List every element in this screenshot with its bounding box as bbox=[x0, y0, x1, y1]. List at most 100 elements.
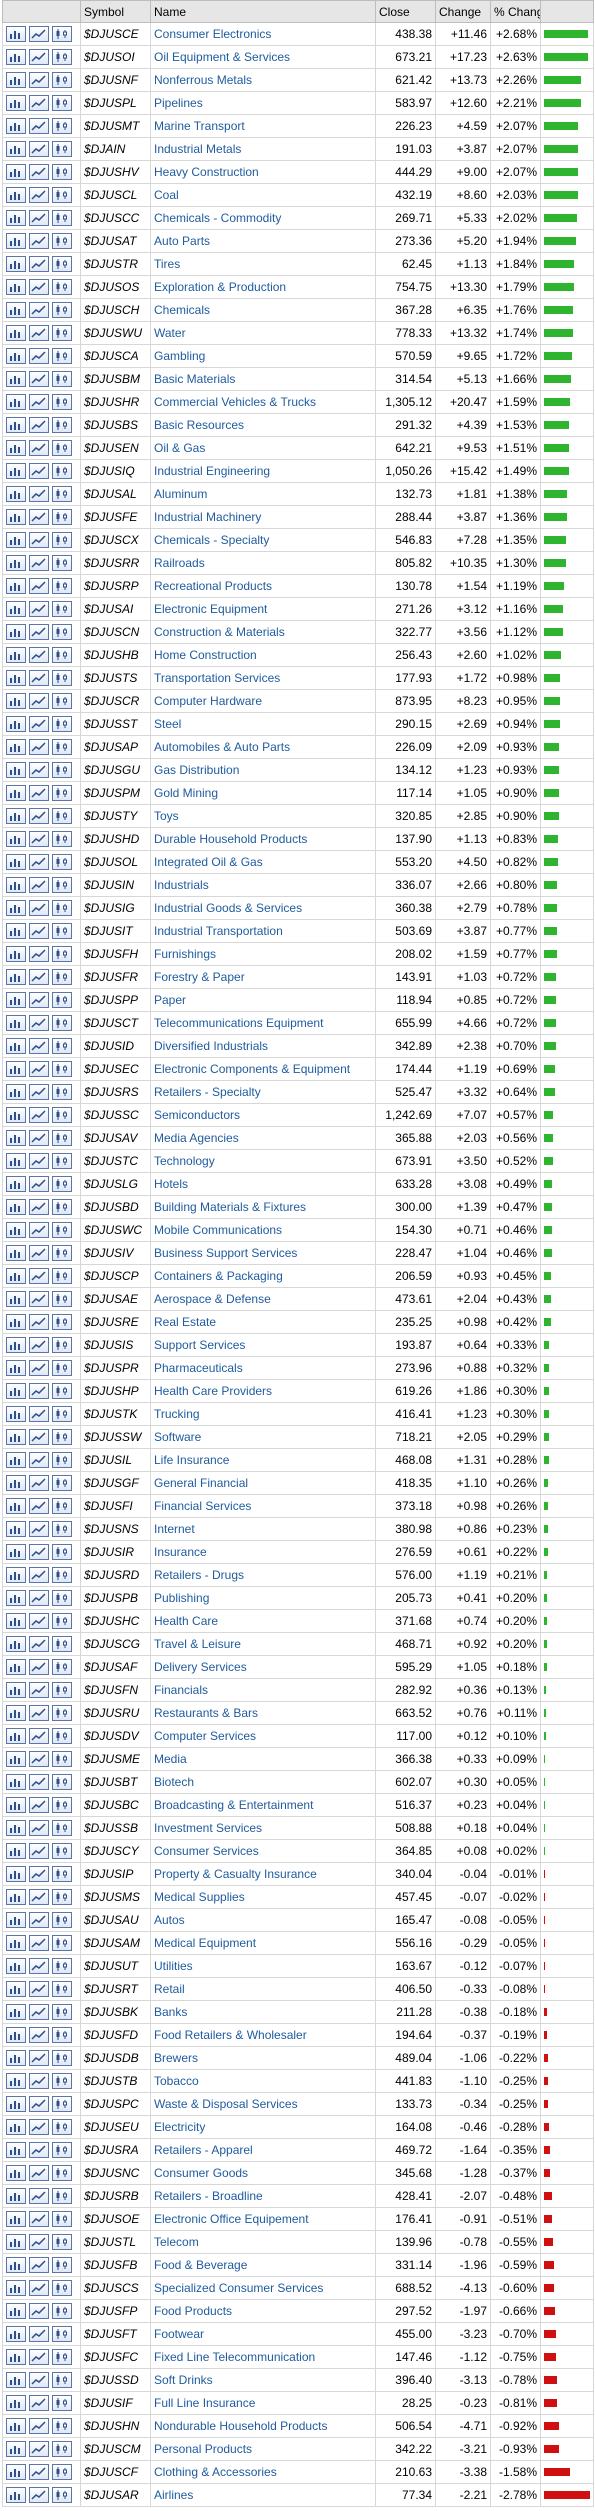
bar-chart-icon[interactable] bbox=[6, 141, 26, 157]
header-close[interactable]: Close bbox=[375, 0, 436, 23]
sector-name-link[interactable]: Building Materials & Fixtures bbox=[154, 1200, 307, 1214]
bar-chart-icon[interactable] bbox=[6, 486, 26, 502]
candlestick-chart-icon[interactable] bbox=[52, 578, 72, 594]
sector-name-link[interactable]: Autos bbox=[154, 1913, 185, 1927]
bar-chart-icon[interactable] bbox=[6, 716, 26, 732]
bar-chart-icon[interactable] bbox=[6, 578, 26, 594]
line-chart-icon[interactable] bbox=[29, 1682, 49, 1698]
sector-name-link[interactable]: Toys bbox=[154, 809, 179, 823]
candlestick-chart-icon[interactable] bbox=[52, 2165, 72, 2181]
sector-name-link[interactable]: Computer Services bbox=[154, 1729, 257, 1743]
bar-chart-icon[interactable] bbox=[6, 2004, 26, 2020]
line-chart-icon[interactable] bbox=[29, 601, 49, 617]
line-chart-icon[interactable] bbox=[29, 1199, 49, 1215]
line-chart-icon[interactable] bbox=[29, 325, 49, 341]
sector-name-link[interactable]: Forestry & Paper bbox=[154, 970, 245, 984]
bar-chart-icon[interactable] bbox=[6, 2050, 26, 2066]
line-chart-icon[interactable] bbox=[29, 670, 49, 686]
bar-chart-icon[interactable] bbox=[6, 2073, 26, 2089]
candlestick-chart-icon[interactable] bbox=[52, 1015, 72, 1031]
bar-chart-icon[interactable] bbox=[6, 1452, 26, 1468]
bar-chart-icon[interactable] bbox=[6, 1337, 26, 1353]
sector-name-link[interactable]: Footwear bbox=[154, 2327, 205, 2341]
candlestick-chart-icon[interactable] bbox=[52, 1751, 72, 1767]
bar-chart-icon[interactable] bbox=[6, 1889, 26, 1905]
candlestick-chart-icon[interactable] bbox=[52, 555, 72, 571]
line-chart-icon[interactable] bbox=[29, 256, 49, 272]
sector-name-link[interactable]: Paper bbox=[154, 993, 187, 1007]
line-chart-icon[interactable] bbox=[29, 1774, 49, 1790]
sector-name-link[interactable]: Airlines bbox=[154, 2488, 194, 2502]
candlestick-chart-icon[interactable] bbox=[52, 877, 72, 893]
candlestick-chart-icon[interactable] bbox=[52, 2303, 72, 2319]
bar-chart-icon[interactable] bbox=[6, 164, 26, 180]
line-chart-icon[interactable] bbox=[29, 992, 49, 1008]
candlestick-chart-icon[interactable] bbox=[52, 1153, 72, 1169]
bar-chart-icon[interactable] bbox=[6, 1245, 26, 1261]
sector-name-link[interactable]: Internet bbox=[154, 1522, 195, 1536]
candlestick-chart-icon[interactable] bbox=[52, 2464, 72, 2480]
candlestick-chart-icon[interactable] bbox=[52, 1084, 72, 1100]
bar-chart-icon[interactable] bbox=[6, 900, 26, 916]
line-chart-icon[interactable] bbox=[29, 72, 49, 88]
candlestick-chart-icon[interactable] bbox=[52, 1820, 72, 1836]
bar-chart-icon[interactable] bbox=[6, 1613, 26, 1629]
sector-name-link[interactable]: Delivery Services bbox=[154, 1660, 247, 1674]
bar-chart-icon[interactable] bbox=[6, 1797, 26, 1813]
sector-name-link[interactable]: Chemicals - Specialty bbox=[154, 533, 270, 547]
sector-name-link[interactable]: Nondurable Household Products bbox=[154, 2419, 328, 2433]
line-chart-icon[interactable] bbox=[29, 2142, 49, 2158]
sector-name-link[interactable]: Retailers - Drugs bbox=[154, 1568, 245, 1582]
sector-name-link[interactable]: Electronic Components & Equipment bbox=[154, 1062, 351, 1076]
line-chart-icon[interactable] bbox=[29, 716, 49, 732]
candlestick-chart-icon[interactable] bbox=[52, 1682, 72, 1698]
bar-chart-icon[interactable] bbox=[6, 624, 26, 640]
candlestick-chart-icon[interactable] bbox=[52, 532, 72, 548]
line-chart-icon[interactable] bbox=[29, 2418, 49, 2434]
line-chart-icon[interactable] bbox=[29, 1245, 49, 1261]
bar-chart-icon[interactable] bbox=[6, 1015, 26, 1031]
sector-name-link[interactable]: Consumer Services bbox=[154, 1844, 259, 1858]
sector-name-link[interactable]: Consumer Electronics bbox=[154, 27, 272, 41]
sector-name-link[interactable]: Basic Resources bbox=[154, 418, 245, 432]
candlestick-chart-icon[interactable] bbox=[52, 1383, 72, 1399]
line-chart-icon[interactable] bbox=[29, 486, 49, 502]
candlestick-chart-icon[interactable] bbox=[52, 509, 72, 525]
line-chart-icon[interactable] bbox=[29, 1406, 49, 1422]
line-chart-icon[interactable] bbox=[29, 2349, 49, 2365]
line-chart-icon[interactable] bbox=[29, 49, 49, 65]
candlestick-chart-icon[interactable] bbox=[52, 900, 72, 916]
line-chart-icon[interactable] bbox=[29, 95, 49, 111]
bar-chart-icon[interactable] bbox=[6, 670, 26, 686]
candlestick-chart-icon[interactable] bbox=[52, 2349, 72, 2365]
candlestick-chart-icon[interactable] bbox=[52, 210, 72, 226]
candlestick-chart-icon[interactable] bbox=[52, 762, 72, 778]
sector-name-link[interactable]: Medical Equipment bbox=[154, 1936, 257, 1950]
candlestick-chart-icon[interactable] bbox=[52, 2188, 72, 2204]
line-chart-icon[interactable] bbox=[29, 1314, 49, 1330]
sector-name-link[interactable]: Trucking bbox=[154, 1407, 200, 1421]
sector-name-link[interactable]: Real Estate bbox=[154, 1315, 217, 1329]
bar-chart-icon[interactable] bbox=[6, 187, 26, 203]
sector-name-link[interactable]: Business Support Services bbox=[154, 1246, 298, 1260]
sector-name-link[interactable]: Electronic Office Equipement bbox=[154, 2212, 309, 2226]
line-chart-icon[interactable] bbox=[29, 1475, 49, 1491]
line-chart-icon[interactable] bbox=[29, 2280, 49, 2296]
bar-chart-icon[interactable] bbox=[6, 26, 26, 42]
sector-name-link[interactable]: Marine Transport bbox=[154, 119, 245, 133]
line-chart-icon[interactable] bbox=[29, 1015, 49, 1031]
candlestick-chart-icon[interactable] bbox=[52, 2142, 72, 2158]
bar-chart-icon[interactable] bbox=[6, 785, 26, 801]
candlestick-chart-icon[interactable] bbox=[52, 923, 72, 939]
candlestick-chart-icon[interactable] bbox=[52, 647, 72, 663]
sector-name-link[interactable]: Oil Equipment & Services bbox=[154, 50, 291, 64]
bar-chart-icon[interactable] bbox=[6, 279, 26, 295]
bar-chart-icon[interactable] bbox=[6, 371, 26, 387]
sector-name-link[interactable]: Banks bbox=[154, 2005, 188, 2019]
bar-chart-icon[interactable] bbox=[6, 2487, 26, 2503]
sector-name-link[interactable]: Gambling bbox=[154, 349, 206, 363]
line-chart-icon[interactable] bbox=[29, 2165, 49, 2181]
candlestick-chart-icon[interactable] bbox=[52, 1958, 72, 1974]
candlestick-chart-icon[interactable] bbox=[52, 1636, 72, 1652]
sector-name-link[interactable]: Biotech bbox=[154, 1775, 195, 1789]
